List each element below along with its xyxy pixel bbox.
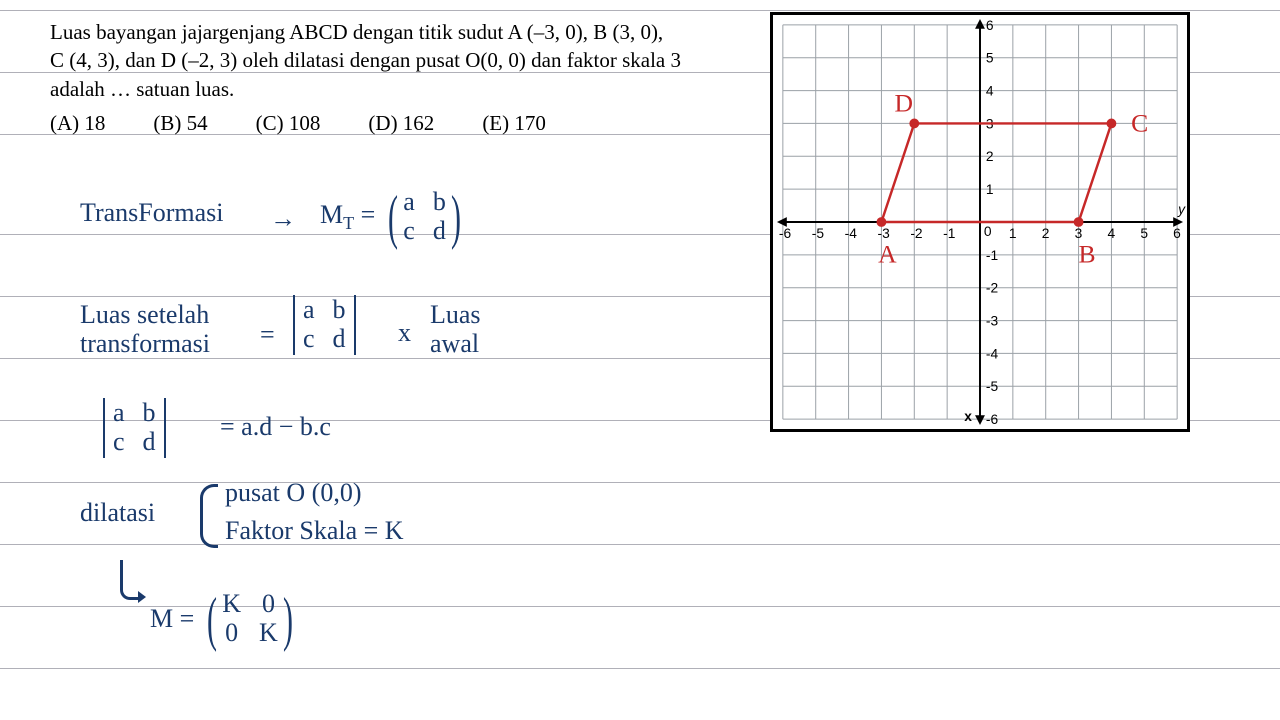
option-c: (C) 108 <box>256 109 321 137</box>
svg-text:6: 6 <box>1173 226 1181 241</box>
question-line-2: C (4, 3), dan D (–2, 3) oleh dilatasi de… <box>50 46 750 74</box>
hand-luas-setelah: Luas setelah transformasi <box>80 300 210 358</box>
mk-k1: K <box>222 590 241 619</box>
svg-text:-3: -3 <box>877 226 890 241</box>
svg-text:1: 1 <box>1009 226 1017 241</box>
hand-lsb: transformasi <box>80 330 210 359</box>
hand-bracket-icon <box>200 484 218 548</box>
hand-transformasi: TransFormasi <box>80 198 224 228</box>
option-e: (E) 170 <box>482 109 546 137</box>
svg-text:1: 1 <box>986 182 994 197</box>
mk-01: 0 <box>259 590 278 619</box>
svg-text:-5: -5 <box>986 379 999 394</box>
m-c: c <box>403 217 415 246</box>
hand-times: x <box>398 318 411 348</box>
svg-text:5: 5 <box>1140 226 1148 241</box>
d-a: a <box>303 296 315 325</box>
hand-eq1: = <box>361 200 376 229</box>
svg-text:-5: -5 <box>812 226 825 241</box>
option-a: (A) 18 <box>50 109 105 137</box>
m-d: d <box>433 217 446 246</box>
svg-text:-4: -4 <box>986 346 999 361</box>
svg-text:D: D <box>895 89 914 118</box>
d-d: d <box>333 325 346 354</box>
svg-text:-2: -2 <box>986 281 998 296</box>
svg-text:A: A <box>878 240 897 269</box>
chart-svg: -6-5-4-3-2-10123456-6-5-4-3-2-1123456yxA… <box>773 15 1187 429</box>
d-b: b <box>333 296 346 325</box>
svg-text:B: B <box>1079 240 1096 269</box>
hand-mt-matrix: MT = ( a b c d ) <box>320 188 466 245</box>
svg-text:-4: -4 <box>845 226 858 241</box>
m-b: b <box>433 188 446 217</box>
mk-k2: K <box>259 619 278 648</box>
svg-text:-6: -6 <box>779 226 792 241</box>
hand-Meq: M = <box>150 604 194 634</box>
hand-eq2: = <box>260 320 275 350</box>
option-d: (D) 162 <box>368 109 434 137</box>
hand-arrow-down-icon <box>120 560 138 607</box>
svg-text:C: C <box>1131 108 1148 137</box>
svg-text:-6: -6 <box>986 412 999 427</box>
mk-02: 0 <box>222 619 241 648</box>
hand-T-sub: T <box>343 213 354 233</box>
hand-lab: awal <box>430 330 479 359</box>
d2-b: b <box>143 399 156 428</box>
svg-text:y: y <box>1177 202 1186 217</box>
question-text: Luas bayangan jajargenjang ABCD dengan t… <box>50 18 750 137</box>
hand-lat: Luas <box>430 301 481 330</box>
svg-text:-1: -1 <box>943 226 955 241</box>
options-row: (A) 18 (B) 54 (C) 108 (D) 162 (E) 170 <box>50 109 750 137</box>
svg-text:2: 2 <box>986 149 994 164</box>
hand-det1: a b c d <box>285 295 364 362</box>
svg-text:0: 0 <box>984 224 992 239</box>
hand-lst: Luas setelah <box>80 301 209 330</box>
svg-text:2: 2 <box>1042 226 1050 241</box>
hand-pusat: pusat O (0,0) <box>225 478 361 508</box>
coordinate-chart: -6-5-4-3-2-10123456-6-5-4-3-2-1123456yxA… <box>770 12 1190 432</box>
svg-text:-3: -3 <box>986 314 999 329</box>
d-c: c <box>303 325 315 354</box>
svg-text:4: 4 <box>986 83 994 98</box>
svg-text:-2: -2 <box>910 226 922 241</box>
svg-text:-1: -1 <box>986 248 998 263</box>
hand-M-matrix: M = ( K 0 0 K ) <box>150 590 298 647</box>
svg-text:3: 3 <box>1075 226 1083 241</box>
d2-c: c <box>113 428 125 457</box>
hand-M: M <box>320 200 343 229</box>
svg-text:6: 6 <box>986 18 994 33</box>
hand-det2: a b c d <box>95 398 174 465</box>
question-line-3: adalah … satuan luas. <box>50 75 750 103</box>
hand-det-expand: = a.d − b.c <box>220 412 331 442</box>
svg-text:4: 4 <box>1107 226 1115 241</box>
d2-a: a <box>113 399 125 428</box>
svg-text:x: x <box>964 409 972 424</box>
hand-dilatasi: dilatasi <box>80 498 155 528</box>
m-a: a <box>403 188 415 217</box>
hand-arrow-right: → <box>270 204 296 234</box>
hand-luas-awal: Luas awal <box>430 300 481 358</box>
hand-faktor: Faktor Skala = K <box>225 516 404 546</box>
question-line-1: Luas bayangan jajargenjang ABCD dengan t… <box>50 18 750 46</box>
svg-text:5: 5 <box>986 51 994 66</box>
d2-d: d <box>143 428 156 457</box>
option-b: (B) 54 <box>153 109 207 137</box>
